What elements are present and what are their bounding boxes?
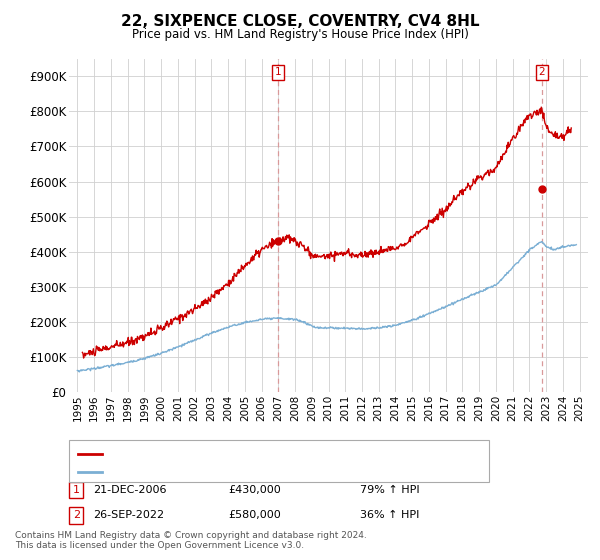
Text: 21-DEC-2006: 21-DEC-2006 xyxy=(93,485,167,495)
Text: 22, SIXPENCE CLOSE, COVENTRY, CV4 8HL: 22, SIXPENCE CLOSE, COVENTRY, CV4 8HL xyxy=(121,14,479,29)
Text: 2: 2 xyxy=(73,510,80,520)
Text: 26-SEP-2022: 26-SEP-2022 xyxy=(93,510,164,520)
Text: 79% ↑ HPI: 79% ↑ HPI xyxy=(360,485,419,495)
Text: 1: 1 xyxy=(73,485,80,495)
Text: 1: 1 xyxy=(274,67,281,77)
Text: £580,000: £580,000 xyxy=(228,510,281,520)
Text: Contains HM Land Registry data © Crown copyright and database right 2024.
This d: Contains HM Land Registry data © Crown c… xyxy=(15,530,367,550)
Text: 22, SIXPENCE CLOSE, COVENTRY, CV4 8HL (detached house): 22, SIXPENCE CLOSE, COVENTRY, CV4 8HL (d… xyxy=(106,449,423,459)
Text: 36% ↑ HPI: 36% ↑ HPI xyxy=(360,510,419,520)
Text: 2: 2 xyxy=(538,67,545,77)
Text: Price paid vs. HM Land Registry's House Price Index (HPI): Price paid vs. HM Land Registry's House … xyxy=(131,28,469,41)
Text: HPI: Average price, detached house, Coventry: HPI: Average price, detached house, Cove… xyxy=(106,466,347,477)
Text: £430,000: £430,000 xyxy=(228,485,281,495)
